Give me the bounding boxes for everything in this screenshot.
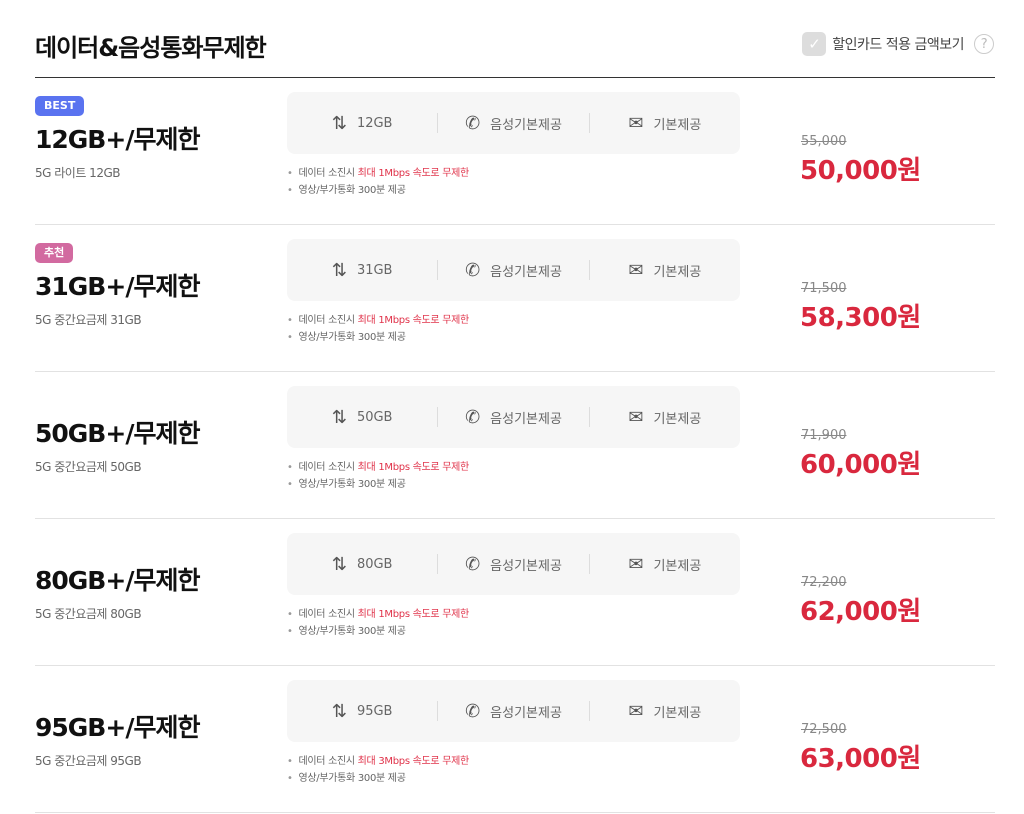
data-transfer-icon: ⇅ — [331, 700, 347, 722]
data-transfer-icon: ⇅ — [331, 406, 347, 428]
plan-name: 80GB+/무제한 — [35, 566, 200, 595]
plan-subtitle: 5G 라이트 12GB — [35, 166, 120, 180]
discounted-price: 58,300원 — [800, 303, 921, 333]
plan-badge: 추천 — [35, 243, 74, 263]
plan-notes: 데이터 소진시 최대 1Mbps 속도로 무제한 영상/부가통화 300분 제공 — [287, 459, 469, 493]
data-transfer-icon: ⇅ — [331, 112, 347, 134]
plan-row[interactable]: 95GB+/무제한 5G 중간요금제 95GB ⇅ 95GB ✆ 음성기본제공 ✉ 기… — [35, 666, 995, 813]
plan-features: ⇅ 50GB ✆ 음성기본제공 ✉ 기본제공 — [287, 386, 740, 448]
mail-icon: ✉ — [628, 700, 644, 722]
plan-notes: 데이터 소진시 최대 3Mbps 속도로 무제한 영상/부가통화 300분 제공 — [287, 753, 469, 787]
phone-icon: ✆ — [465, 406, 481, 428]
sms-info: 기본제공 — [653, 705, 702, 721]
note-item: 영상/부가통화 300분 제공 — [287, 329, 469, 346]
data-amount: 50GB — [356, 409, 393, 425]
phone-icon: ✆ — [465, 553, 481, 575]
note-item: 데이터 소진시 최대 1Mbps 속도로 무제한 — [287, 606, 469, 623]
mail-icon: ✉ — [628, 259, 644, 281]
note-item: 데이터 소진시 최대 1Mbps 속도로 무제한 — [287, 165, 469, 182]
note-item: 영상/부가통화 300분 제공 — [287, 476, 469, 493]
data-amount: 31GB — [356, 262, 393, 278]
note-item: 데이터 소진시 최대 1Mbps 속도로 무제한 — [287, 312, 469, 329]
original-price: 72,500 — [801, 722, 847, 737]
voice-info: 음성기본제공 — [490, 705, 562, 721]
data-amount: 95GB — [356, 703, 393, 719]
data-amount: 12GB — [356, 115, 393, 131]
data-amount: 80GB — [356, 556, 393, 572]
discount-label: 할인카드 적용 금액보기 — [832, 37, 964, 53]
plan-features: ⇅ 80GB ✆ 음성기본제공 ✉ 기본제공 — [287, 533, 740, 595]
plan-name: 95GB+/무제한 — [35, 713, 200, 742]
sms-info: 기본제공 — [653, 558, 702, 574]
mail-icon: ✉ — [628, 112, 644, 134]
plan-subtitle: 5G 중간요금제 95GB — [35, 754, 142, 768]
plan-name: 50GB+/무제한 — [35, 419, 200, 448]
plan-subtitle: 5G 중간요금제 50GB — [35, 460, 142, 474]
plan-subtitle: 5G 중간요금제 80GB — [35, 607, 142, 621]
plan-row[interactable]: 50GB+/무제한 5G 중간요금제 50GB ⇅ 50GB ✆ 음성기본제공 ✉ 기… — [35, 372, 995, 519]
plan-row[interactable]: 80GB+/무제한 5G 중간요금제 80GB ⇅ 80GB ✆ 음성기본제공 ✉ 기… — [35, 519, 995, 666]
note-item: 데이터 소진시 최대 3Mbps 속도로 무제한 — [287, 753, 469, 770]
plan-subtitle: 5G 중간요금제 31GB — [35, 313, 142, 327]
original-price: 72,200 — [801, 575, 847, 590]
plan-row[interactable]: 추천 31GB+/무제한 5G 중간요금제 31GB ⇅ 31GB ✆ 음성기본제공… — [35, 225, 995, 372]
original-price: 55,000 — [801, 134, 847, 149]
discounted-price: 62,000원 — [800, 597, 921, 627]
plan-badge: BEST — [35, 96, 85, 116]
discounted-price: 60,000원 — [800, 450, 921, 480]
discounted-price: 50,000원 — [800, 156, 921, 186]
data-transfer-icon: ⇅ — [331, 259, 347, 281]
plan-notes: 데이터 소진시 최대 1Mbps 속도로 무제한 영상/부가통화 300분 제공 — [287, 606, 469, 640]
mail-icon: ✉ — [628, 406, 644, 428]
plan-features: ⇅ 95GB ✆ 음성기본제공 ✉ 기본제공 — [287, 680, 740, 742]
note-item: 영상/부가통화 300분 제공 — [287, 770, 469, 787]
voice-info: 음성기본제공 — [490, 117, 562, 133]
sms-info: 기본제공 — [653, 411, 702, 427]
plan-notes: 데이터 소진시 최대 1Mbps 속도로 무제한 영상/부가통화 300분 제공 — [287, 312, 469, 346]
data-transfer-icon: ⇅ — [331, 553, 347, 575]
discount-card-toggle[interactable]: ✓ 할인카드 적용 금액보기 ? — [802, 32, 994, 56]
phone-icon: ✆ — [465, 259, 481, 281]
discounted-price: 63,000원 — [800, 744, 921, 774]
divider — [35, 77, 995, 78]
voice-info: 음성기본제공 — [490, 264, 562, 280]
voice-info: 음성기본제공 — [490, 558, 562, 574]
note-item: 영상/부가통화 300분 제공 — [287, 623, 469, 640]
note-item: 영상/부가통화 300분 제공 — [287, 182, 469, 199]
checkbox-check-icon[interactable]: ✓ — [802, 32, 827, 56]
plan-notes: 데이터 소진시 최대 1Mbps 속도로 무제한 영상/부가통화 300분 제공 — [287, 165, 469, 199]
plan-features: ⇅ 12GB ✆ 음성기본제공 ✉ 기본제공 — [287, 92, 740, 154]
note-item: 데이터 소진시 최대 1Mbps 속도로 무제한 — [287, 459, 469, 476]
sms-info: 기본제공 — [653, 117, 702, 133]
mail-icon: ✉ — [628, 553, 644, 575]
phone-icon: ✆ — [465, 700, 481, 722]
page-title: 데이터&음성통화무제한 — [35, 34, 267, 62]
help-icon[interactable]: ? — [974, 34, 994, 54]
original-price: 71,500 — [801, 281, 847, 296]
original-price: 71,900 — [801, 428, 847, 443]
plan-name: 31GB+/무제한 — [35, 272, 200, 301]
voice-info: 음성기본제공 — [490, 411, 562, 427]
plan-features: ⇅ 31GB ✆ 음성기본제공 ✉ 기본제공 — [287, 239, 740, 301]
plan-row[interactable]: BEST 12GB+/무제한 5G 라이트 12GB ⇅ 12GB ✆ 음성기본제공… — [35, 78, 995, 225]
plan-name: 12GB+/무제한 — [35, 125, 200, 154]
phone-icon: ✆ — [465, 112, 481, 134]
sms-info: 기본제공 — [653, 264, 702, 280]
